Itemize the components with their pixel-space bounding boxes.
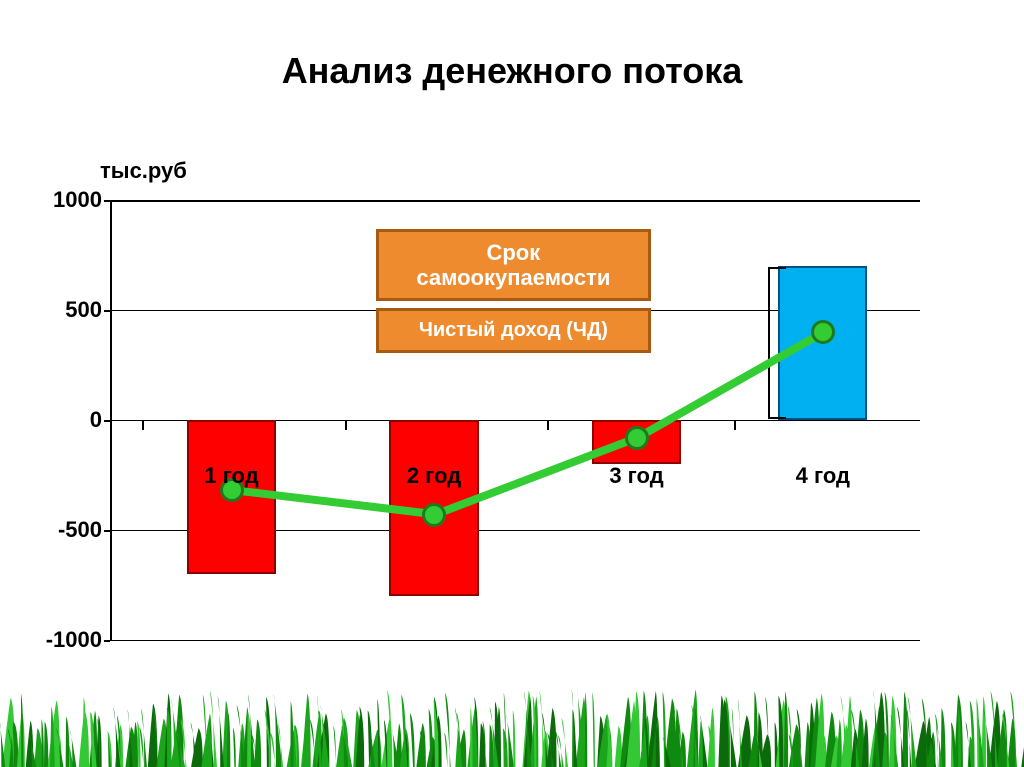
line-marker [422,503,446,527]
x-category-label: 1 год [172,463,292,489]
line-marker [625,426,649,450]
gridline [110,640,920,641]
xtick-mark [734,420,736,430]
callout-box: Чистый доход (ЧД) [376,308,651,353]
chart-title: Анализ денежного потока [0,50,1024,92]
ytick-label: -1000 [22,627,102,653]
x-category-label: 3 год [577,463,697,489]
ytick-mark [104,420,110,422]
x-category-label: 2 год [374,463,494,489]
xtick-mark [345,420,347,430]
grass-decoration [0,687,1024,767]
ytick-label: 500 [22,297,102,323]
bracket [768,267,786,419]
line-marker [811,320,835,344]
ytick-mark [104,310,110,312]
ytick-mark [104,200,110,202]
ytick-mark [104,640,110,642]
x-category-label: 4 год [763,463,883,489]
gridline [110,200,920,202]
ytick-label: 0 [22,407,102,433]
plot-area: -1000-50005001000 Срок самоокупаемостиЧи… [110,200,920,640]
xtick-mark [142,420,144,430]
ytick-label: 1000 [22,187,102,213]
y-axis-label: тыс.руб [100,158,187,184]
ytick-mark [104,530,110,532]
callout-box: Срок самоокупаемости [376,229,651,302]
xtick-mark [547,420,549,430]
ytick-label: -500 [22,517,102,543]
